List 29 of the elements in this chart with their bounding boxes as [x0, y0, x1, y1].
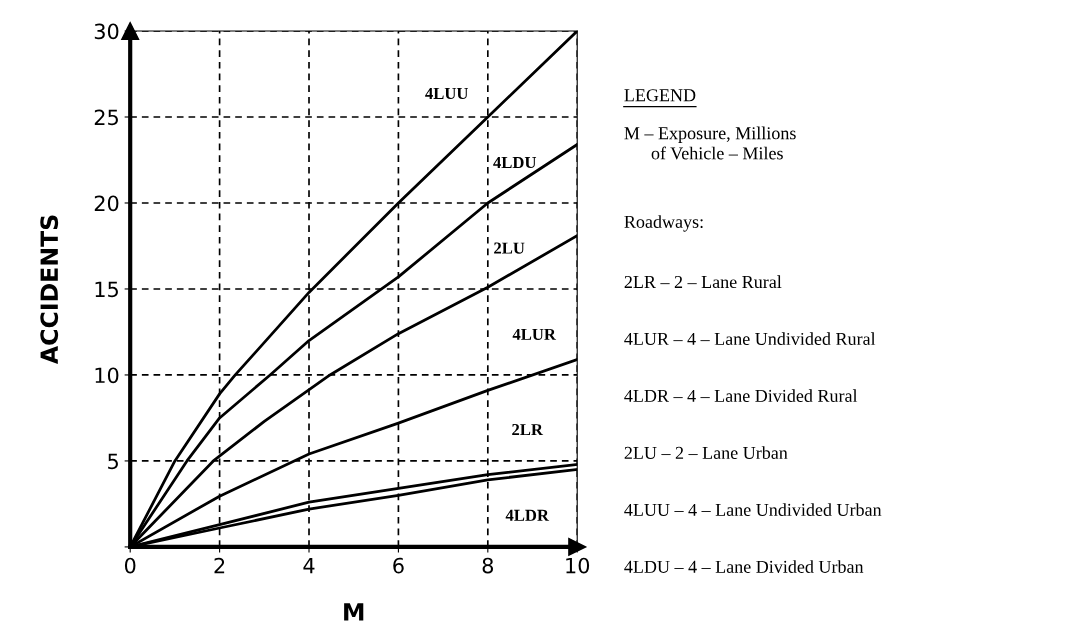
- text: 4LUR – 4 – Lane Undivided Rural: [624, 332, 876, 346]
- y-tick-label: 20: [94, 195, 119, 212]
- series-label: 4LUR: [512, 328, 557, 341]
- text: 2LR – 2 – Lane Rural: [624, 275, 782, 289]
- text: 4LUU – 4 – Lane Undivided Urban: [624, 503, 882, 516]
- y-tick-label: 30: [94, 23, 119, 40]
- series-label: 4LUU: [425, 87, 469, 100]
- series-label: 4LDR: [505, 509, 550, 521]
- text: Roadways:: [624, 215, 703, 232]
- x-tick-label: 2: [214, 557, 225, 574]
- text: 4LDR – 4 – Lane Divided Rural: [624, 389, 858, 402]
- text: LEGEND: [624, 89, 696, 102]
- x-tick-label: 0: [124, 557, 136, 574]
- y-axis-title: ACCIDENTS: [40, 215, 59, 365]
- x-tick-label: 4: [303, 557, 315, 574]
- series-label: 4LDU: [493, 156, 537, 169]
- series-label: 2LR: [512, 424, 544, 436]
- text: 4LDU – 4 – Lane Divided Urban: [624, 560, 864, 573]
- text: M – Exposure, Millions of Vehicle – Miles: [624, 126, 796, 160]
- text: 2LU – 2 – Lane Urban: [624, 446, 788, 459]
- x-axis-title: M: [344, 603, 364, 621]
- series-label: 2LU: [494, 242, 525, 254]
- y-tick-label: 25: [94, 109, 118, 126]
- y-tick-label: 10: [95, 367, 119, 384]
- x-tick-label: 8: [482, 557, 494, 574]
- y-tick-label: 15: [95, 281, 118, 298]
- x-tick-label: 10: [566, 557, 590, 574]
- y-tick-label: 5: [108, 453, 118, 470]
- x-tick-label: 6: [393, 557, 404, 574]
